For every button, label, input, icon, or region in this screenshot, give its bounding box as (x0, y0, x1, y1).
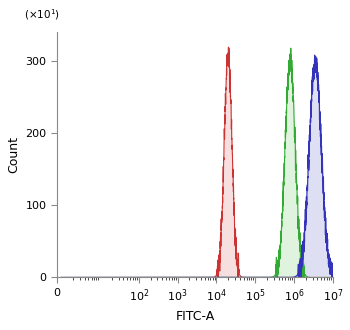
Text: $(\times10^1)$: $(\times10^1)$ (24, 7, 60, 22)
Y-axis label: Count: Count (7, 136, 20, 173)
X-axis label: FITC-A: FITC-A (175, 310, 215, 323)
